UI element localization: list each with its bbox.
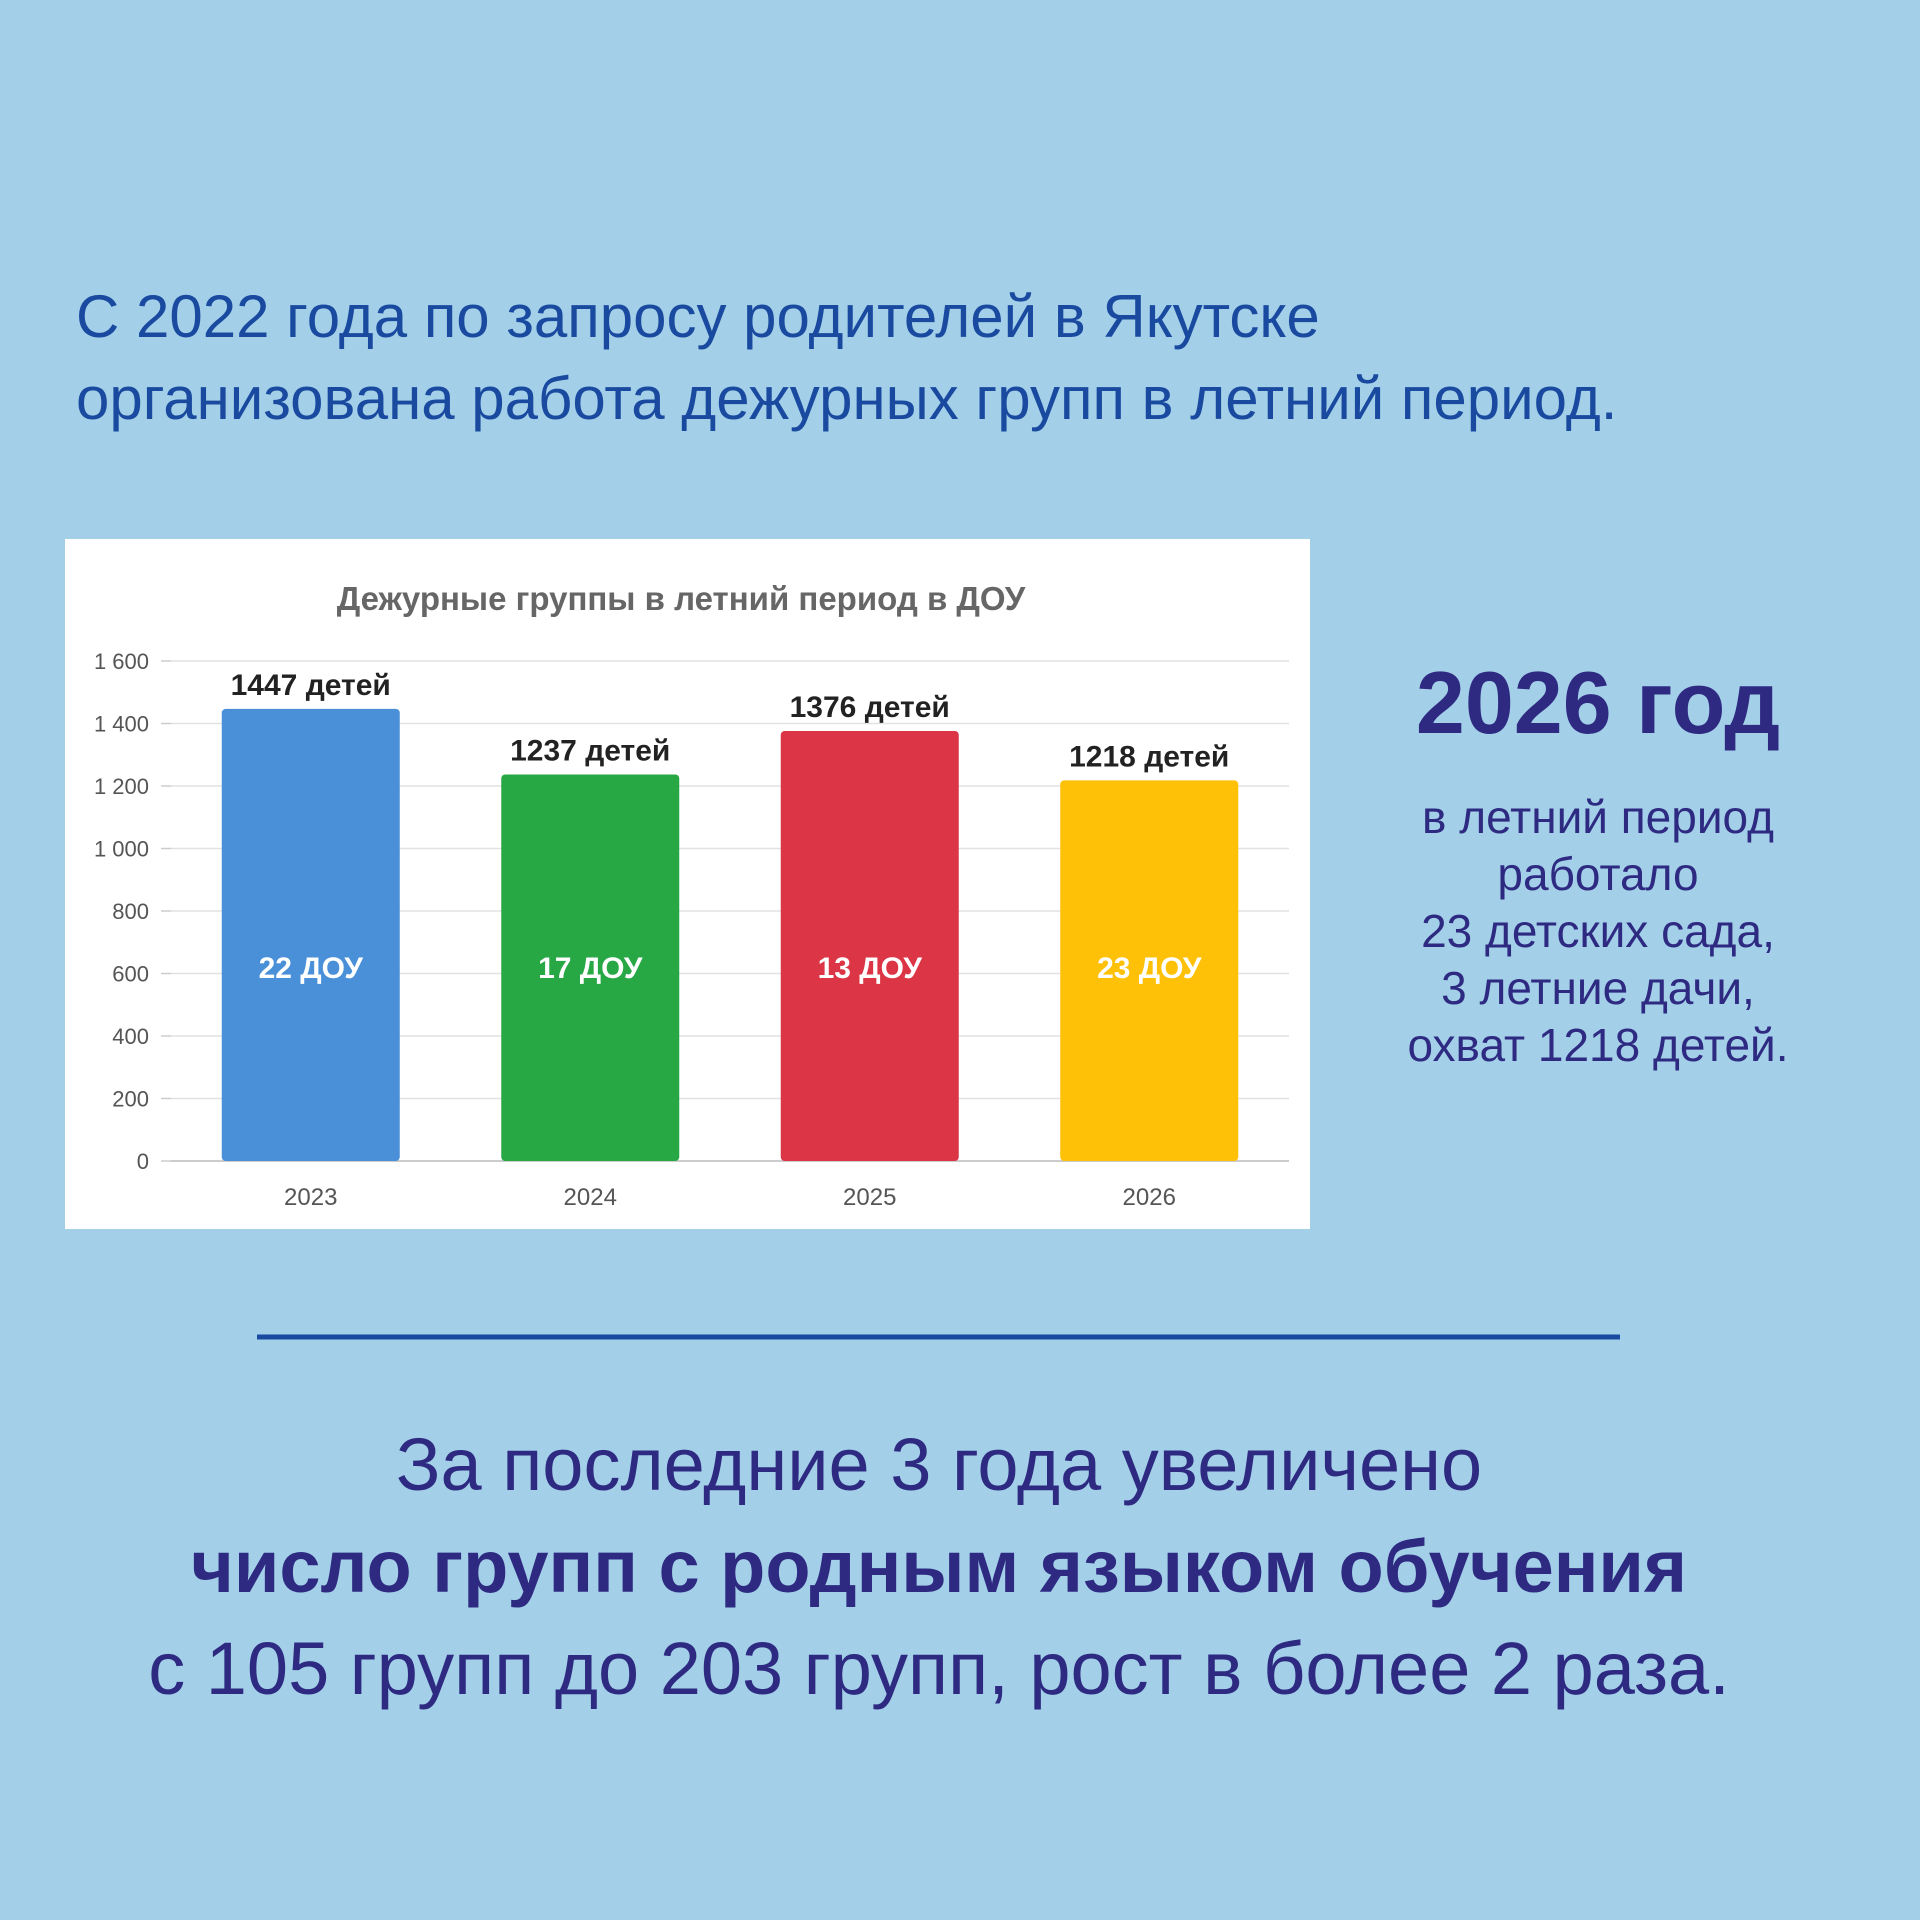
aside-line: 3 летние дачи, bbox=[1441, 962, 1755, 1014]
x-tick-label: 2023 bbox=[284, 1184, 337, 1211]
chart-title: Дежурные группы в летний период в ДОУ bbox=[337, 580, 1026, 617]
footer-line: За последние 3 года увеличено bbox=[396, 1423, 1482, 1506]
y-tick-label: 400 bbox=[112, 1024, 149, 1049]
bar bbox=[1060, 780, 1239, 1161]
value-label: 1218 детей bbox=[1069, 740, 1229, 773]
y-tick-label: 1 000 bbox=[94, 837, 149, 862]
y-tick-label: 200 bbox=[112, 1087, 149, 1112]
y-tick-label: 0 bbox=[137, 1149, 149, 1174]
bar-label: 17 ДОУ bbox=[538, 952, 643, 985]
y-tick-label: 1 400 bbox=[94, 712, 149, 737]
aside-line: 23 детских сада, bbox=[1421, 905, 1775, 957]
x-tick-label: 2026 bbox=[1123, 1184, 1176, 1211]
value-label: 1447 детей bbox=[231, 669, 391, 702]
intro-line: организована работа дежурных групп в лет… bbox=[76, 365, 1617, 432]
bar bbox=[221, 708, 400, 1161]
y-tick-label: 600 bbox=[112, 962, 149, 987]
bar bbox=[780, 731, 959, 1161]
value-label: 1376 детей bbox=[790, 691, 950, 724]
x-tick-label: 2024 bbox=[564, 1184, 617, 1211]
aside-line: работало bbox=[1497, 848, 1698, 900]
aside-line: охват 1218 детей. bbox=[1407, 1019, 1788, 1071]
bar-label: 23 ДОУ bbox=[1097, 952, 1202, 985]
bar bbox=[501, 774, 680, 1161]
intro-line: С 2022 года по запросу родителей в Якутс… bbox=[76, 283, 1320, 350]
y-tick-label: 1 200 bbox=[94, 774, 149, 799]
bar-label: 13 ДОУ bbox=[818, 952, 923, 985]
value-label: 1237 детей bbox=[510, 734, 670, 767]
aside-line: в летний период bbox=[1422, 791, 1774, 843]
bar-label: 22 ДОУ bbox=[259, 952, 364, 985]
footer-line: с 105 групп до 203 групп, рост в более 2… bbox=[148, 1627, 1730, 1710]
y-tick-label: 800 bbox=[112, 899, 149, 924]
y-tick-label: 1 600 bbox=[94, 649, 149, 674]
footer-line-bold: число групп с родным языком обучения bbox=[191, 1525, 1687, 1608]
x-tick-label: 2025 bbox=[843, 1184, 896, 1211]
aside-title: 2026 год bbox=[1416, 653, 1780, 752]
